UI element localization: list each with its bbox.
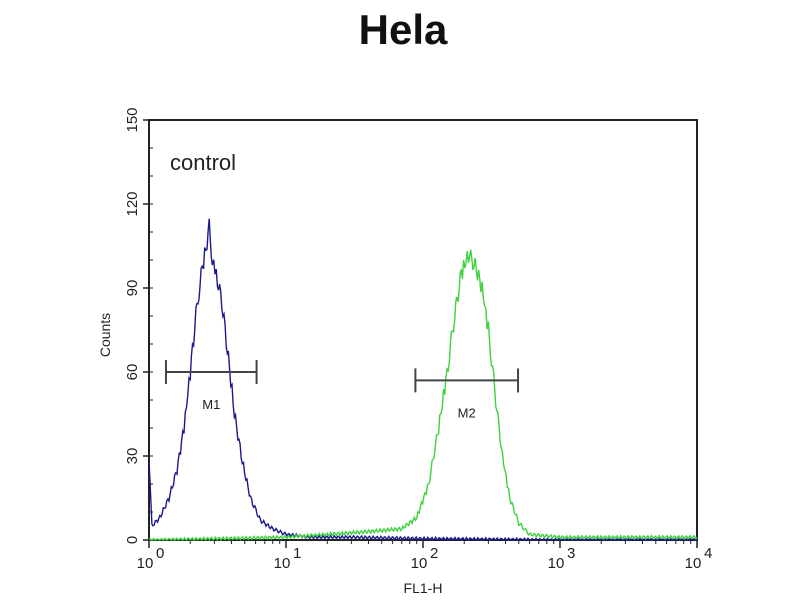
x-tick-label: 10 — [548, 555, 565, 572]
x-tick-exponent: 4 — [704, 545, 712, 562]
y-tick-label: 60 — [124, 364, 141, 381]
x-tick-label: 10 — [274, 555, 291, 572]
control-annotation: control — [170, 150, 236, 175]
y-tick-label: 0 — [124, 536, 141, 544]
marker-label: M1 — [202, 397, 220, 412]
x-tick-exponent: 0 — [156, 545, 164, 562]
chart-title: Hela — [359, 6, 448, 53]
y-tick-label: 120 — [124, 191, 141, 216]
marker-label: M2 — [458, 405, 476, 420]
x-tick-label: 10 — [411, 555, 428, 572]
y-tick-label: 90 — [124, 280, 141, 297]
plot-frame — [148, 119, 698, 541]
y-tick-label: 30 — [124, 448, 141, 465]
x-tick-exponent: 1 — [293, 545, 301, 562]
x-tick-label: 10 — [137, 555, 154, 572]
x-tick-exponent: 3 — [567, 545, 575, 562]
y-tick-label: 150 — [124, 107, 141, 132]
x-tick-label: 10 — [685, 555, 702, 572]
series-line-1 — [148, 249, 698, 542]
y-axis-label: Counts — [97, 313, 113, 357]
series-line-0 — [148, 218, 697, 542]
x-tick-exponent: 2 — [430, 545, 438, 562]
x-axis-label: FL1-H — [404, 580, 443, 596]
